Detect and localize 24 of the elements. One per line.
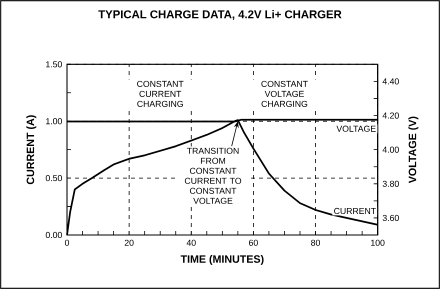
y-tick-label: 1.00 <box>46 118 62 124</box>
annotation: TRANSITION FROM CONSTANT CURRENT TO CONSTANT VOLTAGE <box>184 148 242 204</box>
x-tick-label: 100 <box>371 240 385 246</box>
y2-axis-title: VOLTAGE (V) <box>408 116 418 184</box>
x-tick-label: 0 <box>64 240 70 246</box>
x-tick-label: 60 <box>249 240 258 246</box>
series-label: VOLTAGE <box>336 126 376 132</box>
y-tick-label: 1.50 <box>46 61 62 68</box>
chart-title: TYPICAL CHARGE DATA, 4.2V Li+ CHARGER <box>98 10 342 20</box>
y2-tick-label: 3.60 <box>382 214 399 221</box>
x-tick-label: 80 <box>311 240 320 246</box>
series-label: CURRENT <box>334 208 376 214</box>
y-axis-title: CURRENT (A) <box>26 115 36 184</box>
x-tick-label: 20 <box>124 240 134 246</box>
y-tick-label: 0.50 <box>46 175 62 182</box>
y-tick-label: 0.00 <box>46 232 62 238</box>
annotation: CONSTANT CURRENT CHARGING <box>137 80 184 107</box>
annotation: CONSTANT VOLTAGE CHARGING <box>261 80 308 107</box>
y2-tick-label: 3.80 <box>382 180 399 187</box>
x-tick-label: 40 <box>186 240 196 246</box>
y2-tick-label: 4.40 <box>382 78 399 84</box>
y2-tick-label: 4.00 <box>382 146 399 153</box>
y2-tick-label: 4.20 <box>382 112 399 119</box>
x-axis-title: TIME (MINUTES) <box>180 254 264 265</box>
